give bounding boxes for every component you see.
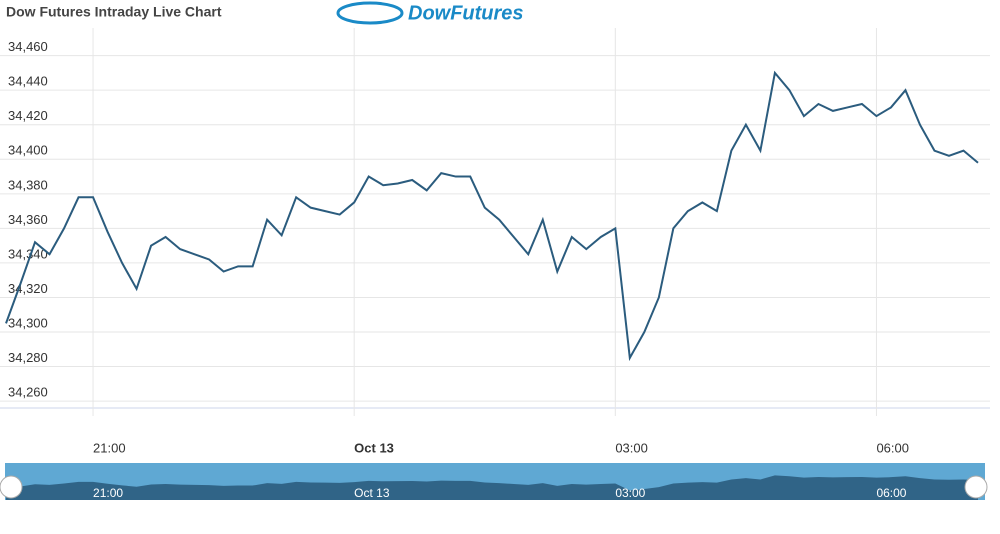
- y-tick-label: 34,400: [8, 143, 48, 158]
- y-tick-label: 34,460: [8, 39, 48, 54]
- chart-title: Dow Futures Intraday Live Chart: [6, 4, 222, 20]
- y-tick-label: 34,300: [8, 315, 48, 330]
- y-tick-label: 34,260: [8, 385, 48, 400]
- logo-text: DowFutures: [408, 2, 524, 24]
- navigator-label: Oct 13: [354, 486, 390, 500]
- logo: DowFutures: [336, 1, 524, 25]
- line: [5, 70, 979, 362]
- x-tick-label: 06:00: [876, 440, 909, 455]
- y-tick-label: 34,360: [8, 212, 48, 227]
- navigator-label: 21:00: [93, 486, 123, 500]
- y-tick-label: 34,440: [8, 74, 48, 89]
- y-tick-label: 34,420: [8, 108, 48, 123]
- navigator-handle[interactable]: [0, 475, 23, 499]
- y-tick-label: 34,280: [8, 350, 48, 365]
- navigator-label: 03:00: [615, 486, 645, 500]
- x-tick-label: 03:00: [615, 440, 648, 455]
- y-tick-label: 34,320: [8, 281, 48, 296]
- y-tick-label: 34,340: [8, 246, 48, 261]
- x-tick-label: 21:00: [93, 440, 126, 455]
- navigator-handle[interactable]: [964, 475, 988, 499]
- navigator-area: [6, 475, 978, 500]
- navigator-label: 06:00: [876, 486, 906, 500]
- x-tick-label: Oct 13: [354, 440, 394, 455]
- y-tick-label: 34,380: [8, 177, 48, 192]
- logo-icon: [336, 1, 404, 25]
